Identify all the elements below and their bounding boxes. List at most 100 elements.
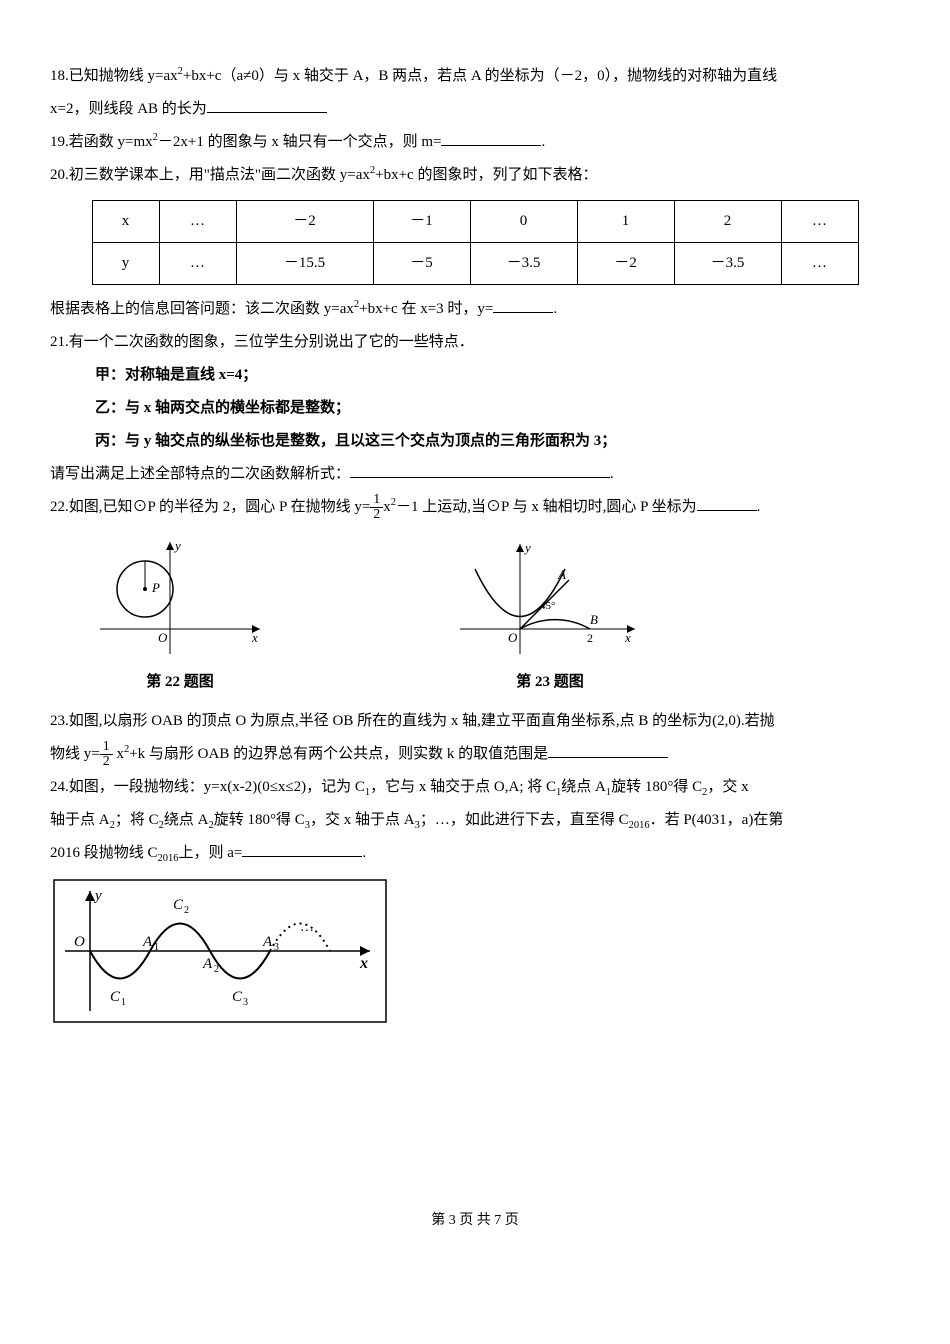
q23-text-b: 物线 y= [50, 746, 100, 762]
frac-num: 1 [370, 493, 383, 508]
svg-text:1: 1 [121, 997, 126, 1008]
q22-text-c: －1 上运动,当⊙P 与 x 轴相切时,圆心 P 坐标为 [396, 499, 697, 515]
cell: －15.5 [236, 243, 373, 285]
q23-line1: 23.如图,以扇形 OAB 的顶点 O 为原点,半径 OB 所在的直线为 x 轴… [50, 705, 900, 738]
fig22-caption: 第 22 题图 [90, 666, 270, 699]
q20-tail: . [553, 301, 557, 317]
t: ；…，如此进行下去，直至得 C [420, 812, 629, 828]
q21-line2: 甲：对称轴是直线 x=4； [50, 359, 900, 392]
s: 2016 [629, 820, 650, 831]
q20-text-a: 20.初三数学课本上，用"描点法"画二次函数 y=ax [50, 167, 370, 183]
svg-text:3: 3 [274, 942, 279, 953]
t: ，交 x [707, 779, 748, 795]
q23-frac: 12 [100, 740, 113, 769]
q21-line5-text: 请写出满足上述全部特点的二次函数解析式： [50, 466, 350, 482]
q21-line5: 请写出满足上述全部特点的二次函数解析式：. [50, 458, 900, 491]
fig24: O y x A1 A2 A3 C1 C2 C3 … [50, 876, 900, 1026]
svg-text:A: A [557, 567, 566, 582]
q21-line3: 乙：与 x 轴两交点的横坐标都是整数； [50, 392, 900, 425]
cell: －2 [577, 243, 674, 285]
table-row: x … －2 －1 0 1 2 … [92, 201, 858, 243]
t: 旋转 180°得 C [611, 779, 702, 795]
t: ，它与 x 轴交于点 O,A; 将 C [370, 779, 556, 795]
q18-line1: 18.已知抛物线 y=ax2+bx+c（a≠0）与 x 轴交于 A，B 两点，若… [50, 60, 900, 93]
svg-text:C: C [232, 989, 243, 1005]
svg-text:A: A [142, 934, 153, 950]
fig23-col: 45° A B O 2 x y 第 23 题图 [450, 534, 650, 699]
q24-line3: 2016 段抛物线 C2016上，则 a=. [50, 837, 900, 870]
q22-tail: . [757, 499, 761, 515]
q19-tail: . [541, 134, 545, 150]
q24-blank [242, 841, 362, 857]
fig22-svg: P y O x [90, 534, 270, 664]
figure-row: P y O x 第 22 题图 45° A B O 2 x y 第 23 题图 [90, 534, 900, 699]
t: 绕点 A [561, 779, 606, 795]
svg-text:B: B [590, 612, 598, 627]
svg-text:2: 2 [214, 964, 219, 975]
t: ；将 C [115, 812, 159, 828]
svg-text:O: O [508, 630, 518, 645]
q21-line1: 21.有一个二次函数的图象，三位学生分别说出了它的一些特点． [50, 326, 900, 359]
fig23-caption: 第 23 题图 [450, 666, 650, 699]
page-footer: 第 3 页 共 7 页 [50, 1206, 900, 1237]
q23-line2: 物线 y=12 x2+k 与扇形 OAB 的边界总有两个公共点，则实数 k 的取… [50, 738, 900, 771]
cell: －1 [373, 201, 470, 243]
q19-text-a: 19.若函数 y=mx [50, 134, 153, 150]
q21-blank [350, 462, 610, 478]
svg-text:x: x [359, 955, 368, 972]
s: 2016 [158, 853, 179, 864]
t: 旋转 180°得 C [214, 812, 305, 828]
cell: －5 [373, 243, 470, 285]
svg-text:P: P [151, 580, 160, 595]
q18-text-b: +bx+c（a≠0）与 x 轴交于 A，B 两点，若点 A 的坐标为（－2，0）… [183, 68, 777, 84]
q18-text-c: x=2，则线段 AB 的长为 [50, 101, 207, 117]
svg-text:x: x [624, 630, 631, 645]
t: ，交 x 轴于点 A [310, 812, 415, 828]
q22-frac: 12 [370, 493, 383, 522]
q21-line4: 丙：与 y 轴交点的纵坐标也是整数，且以这三个交点为顶点的三角形面积为 3； [50, 425, 900, 458]
q22-blank [697, 495, 757, 511]
cell: －3.5 [674, 243, 781, 285]
cell: 0 [470, 201, 577, 243]
q19-blank [441, 130, 541, 146]
svg-text:2: 2 [184, 905, 189, 916]
cell: －2 [236, 201, 373, 243]
cell: … [159, 201, 236, 243]
q24-line1: 24.如图，一段抛物线：y=x(x-2)(0≤x≤2)，记为 C1，它与 x 轴… [50, 771, 900, 804]
svg-text:3: 3 [243, 997, 248, 1008]
svg-text:C: C [173, 897, 184, 913]
q20-after-a: 根据表格上的信息回答问题：该二次函数 y=ax [50, 301, 354, 317]
svg-text:O: O [74, 934, 85, 950]
fig23-svg: 45° A B O 2 x y [450, 534, 650, 664]
svg-text:O: O [158, 630, 168, 645]
t: 24.如图，一段抛物线：y=x(x-2)(0≤x≤2)，记为 C [50, 779, 365, 795]
cell: －3.5 [470, 243, 577, 285]
t: ．若 P(4031，a)在第 [650, 812, 784, 828]
q23-text-d: +k 与扇形 OAB 的边界总有两个公共点，则实数 k 的取值范围是 [129, 746, 548, 762]
q19-text-b: －2x+1 的图象与 x 轴只有一个交点，则 m= [158, 134, 442, 150]
q22-line: 22.如图,已知⊙P 的半径为 2，圆心 P 在抛物线 y=12x2－1 上运动… [50, 491, 900, 524]
fig24-svg: O y x A1 A2 A3 C1 C2 C3 … [50, 876, 390, 1026]
q23-text-c: x [113, 746, 124, 762]
q20-after: 根据表格上的信息回答问题：该二次函数 y=ax2+bx+c 在 x=3 时，y=… [50, 293, 900, 326]
fig22-col: P y O x 第 22 题图 [90, 534, 270, 699]
cell: … [781, 201, 858, 243]
t: 绕点 A [164, 812, 209, 828]
svg-text:45°: 45° [540, 600, 555, 612]
cell: 1 [577, 201, 674, 243]
q20-line1: 20.初三数学课本上，用"描点法"画二次函数 y=ax2+bx+c 的图象时，列… [50, 159, 900, 192]
svg-text:x: x [251, 630, 258, 645]
svg-text:C: C [110, 989, 121, 1005]
cell: … [781, 243, 858, 285]
q24-tail: . [362, 845, 366, 861]
svg-text:A: A [262, 934, 273, 950]
q23-blank [548, 742, 668, 758]
svg-text:A: A [202, 956, 213, 972]
q18-text-a: 18.已知抛物线 y=ax [50, 68, 178, 84]
svg-text:1: 1 [154, 942, 159, 953]
q22-text-b: x [383, 499, 391, 515]
q20-text-b: +bx+c 的图象时，列了如下表格： [375, 167, 597, 183]
svg-text:…: … [300, 920, 314, 935]
svg-text:y: y [173, 538, 181, 553]
svg-text:y: y [93, 888, 102, 904]
